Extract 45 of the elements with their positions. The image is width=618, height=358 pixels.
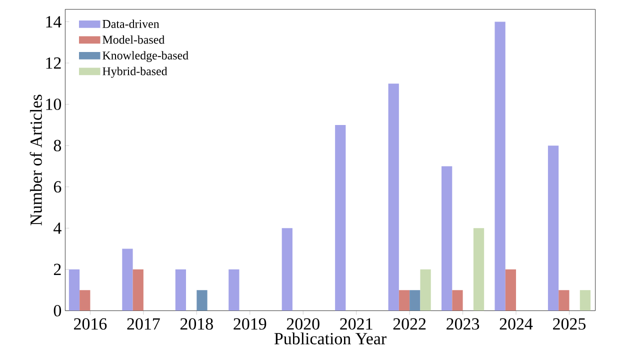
bar <box>505 269 516 311</box>
y-tick-label: 12 <box>46 57 61 69</box>
bar <box>494 22 506 311</box>
bar <box>68 269 80 311</box>
bar <box>175 269 186 311</box>
legend-label: Knowledge-based <box>102 51 188 62</box>
x-tick-label: 2016 <box>74 318 107 330</box>
x-tick-label: 2017 <box>127 318 160 330</box>
x-tick-label: 2021 <box>340 318 372 330</box>
y-tick-label: 0 <box>54 304 62 316</box>
bar <box>228 269 240 311</box>
y-tick-label: 8 <box>54 140 62 152</box>
x-tick-label: 2020 <box>286 318 320 330</box>
bar <box>335 124 346 311</box>
y-tick-label: 4 <box>54 222 62 234</box>
bar <box>80 290 90 311</box>
legend-label: Hybrid-based <box>102 66 168 78</box>
legend-label: Model-based <box>102 35 165 44</box>
bar <box>473 228 484 311</box>
bar <box>420 269 431 311</box>
x-tick-label: 2025 <box>553 318 586 330</box>
bar <box>122 248 133 311</box>
y-axis-title: Number of Articles <box>30 94 42 226</box>
x-tick-label: 2022 <box>393 318 426 330</box>
bar <box>388 84 399 311</box>
bar <box>452 290 463 311</box>
bar <box>282 228 292 311</box>
bar <box>132 269 144 311</box>
bar <box>548 146 559 311</box>
bar <box>580 290 591 311</box>
y-tick-label: 6 <box>54 181 62 193</box>
bar <box>196 290 208 311</box>
y-tick-label: 2 <box>54 264 61 276</box>
legend-label: Data-driven <box>102 20 160 28</box>
x-tick-label: 2019 <box>234 318 266 330</box>
bar <box>398 290 410 311</box>
x-tick-label: 2023 <box>446 318 480 330</box>
x-axis-title: Publication Year <box>274 332 386 344</box>
bar <box>442 166 452 311</box>
x-tick-label: 2018 <box>180 318 213 330</box>
y-tick-label: 10 <box>46 98 62 110</box>
bar <box>558 290 570 311</box>
y-tick-label: 14 <box>46 16 62 28</box>
x-tick-label: 2024 <box>500 318 533 330</box>
bar <box>410 290 420 311</box>
